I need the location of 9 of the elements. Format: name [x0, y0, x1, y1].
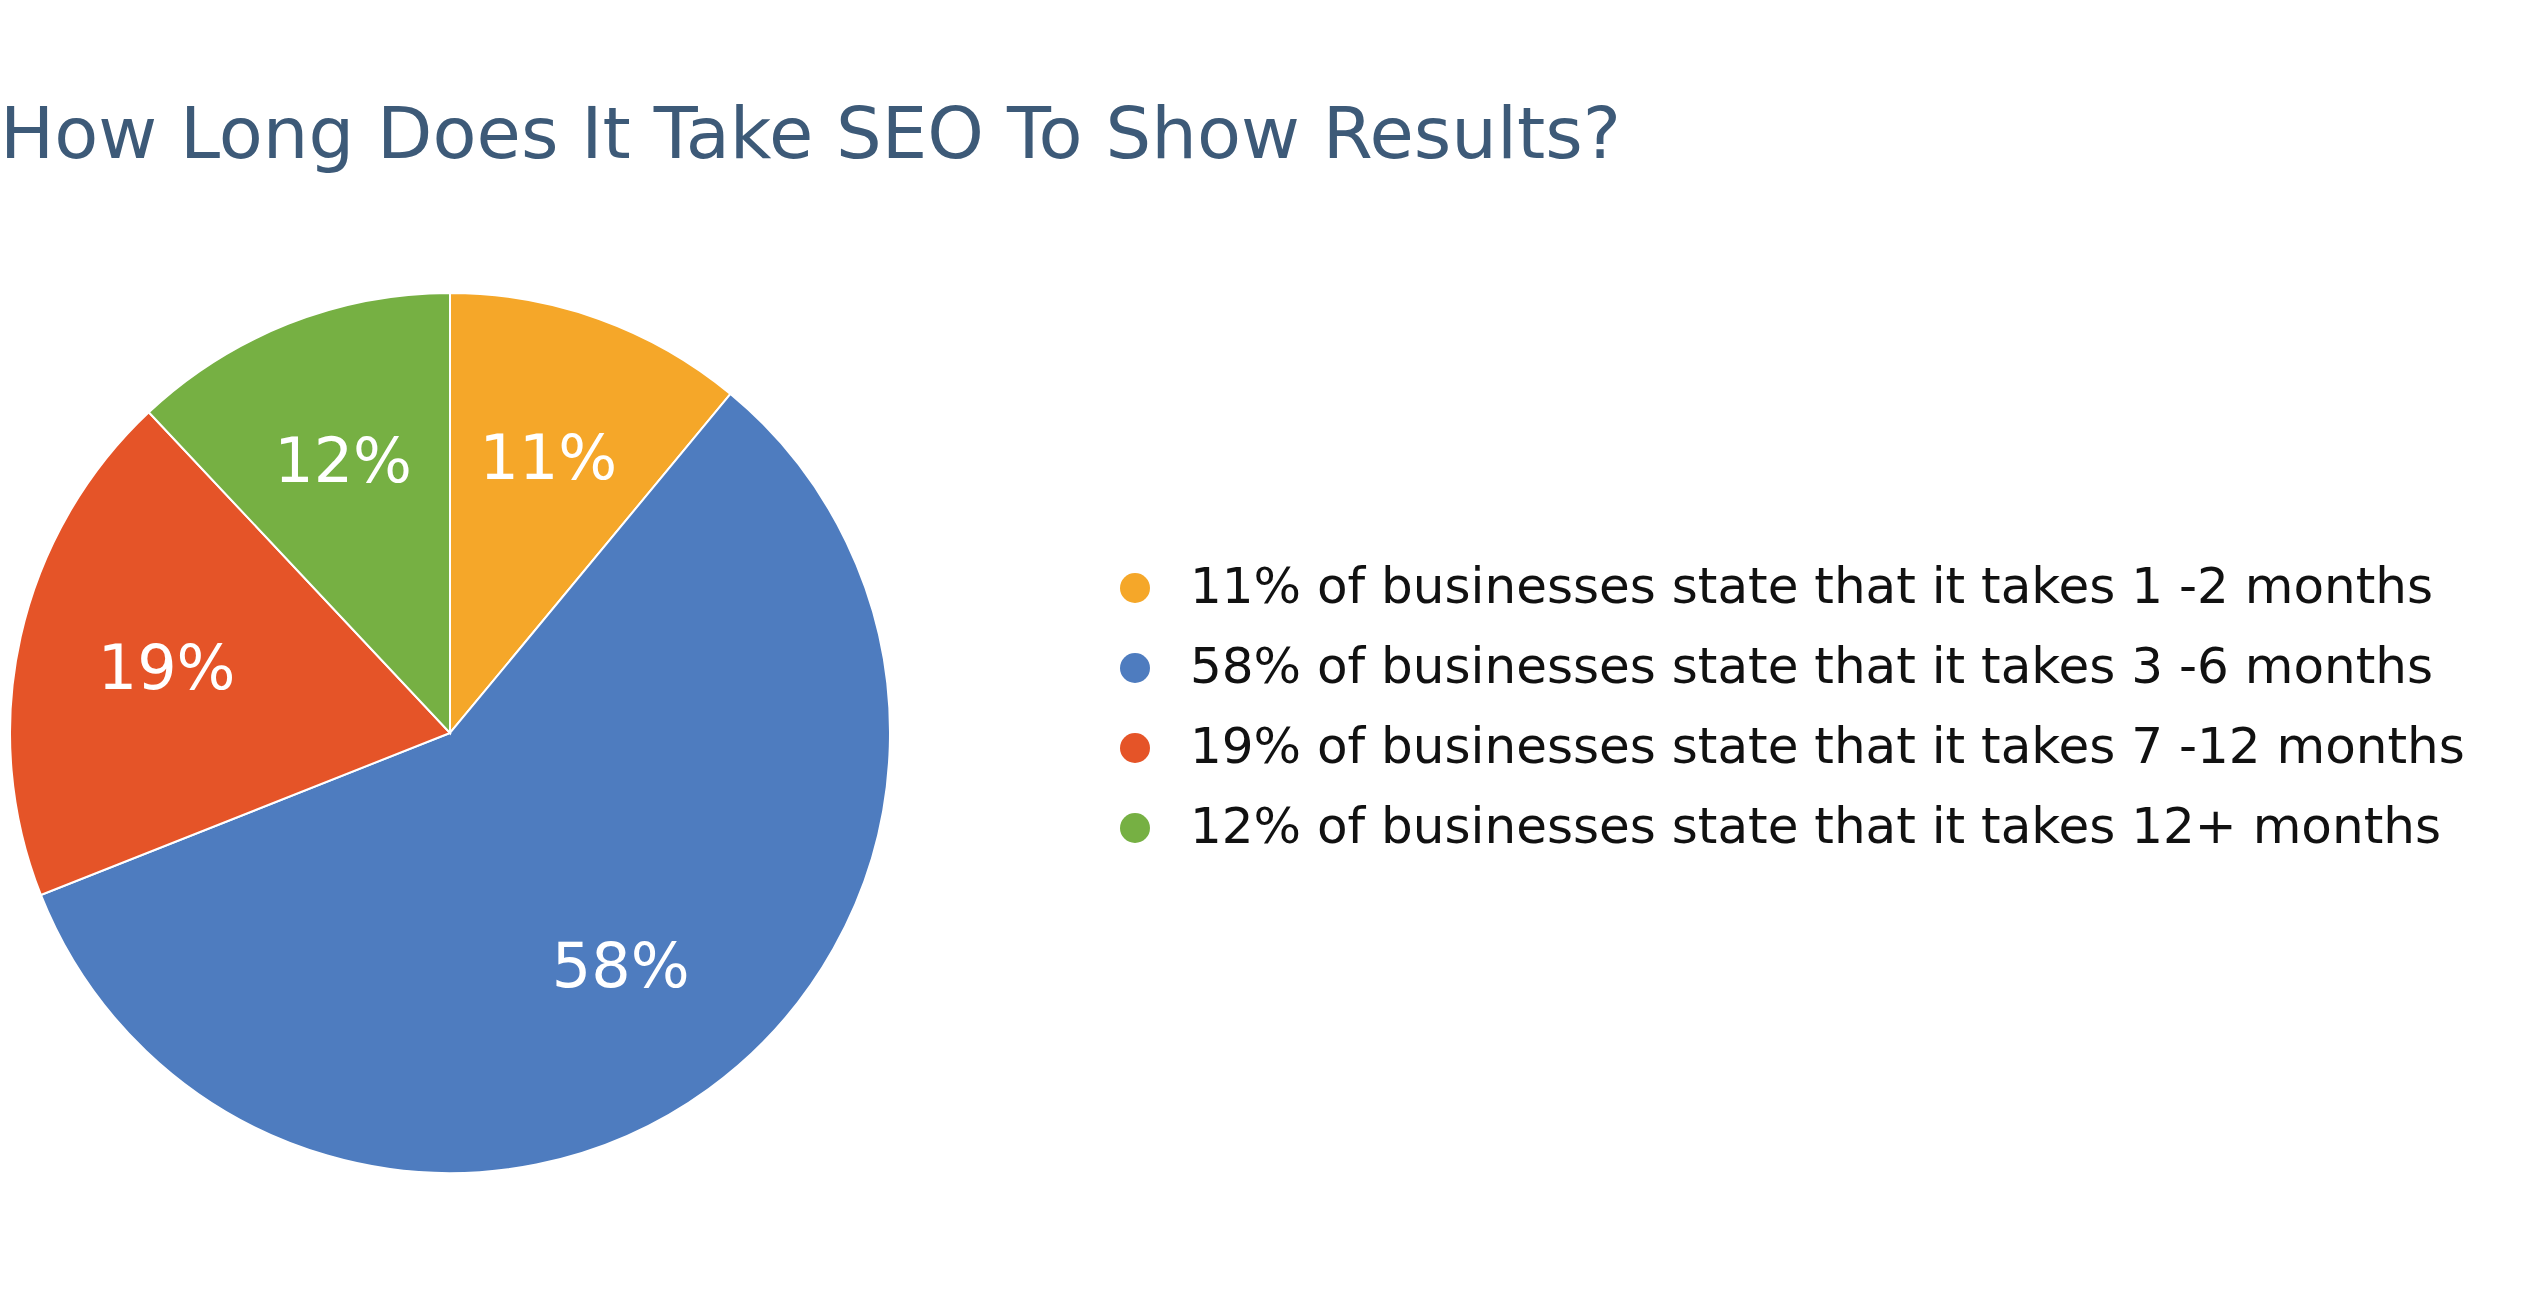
- data-label: 12%: [274, 423, 412, 497]
- legend-label: 58% of businesses state that it takes 3 -6 months: [1190, 637, 2434, 695]
- chart-title: How Long Does It Take SEO To Show Results?: [0, 91, 1621, 175]
- data-label: 58%: [551, 928, 690, 1002]
- legend-label: 12% of businesses state that it takes 12+ months: [1190, 797, 2441, 855]
- legend-label: 19% of businesses state that it takes 7 -12 months: [1190, 717, 2465, 775]
- legend-label: 11% of businesses state that it takes 1 -2 months: [1190, 557, 2434, 615]
- data-label: 11%: [479, 420, 618, 494]
- data-label: 19%: [97, 630, 236, 704]
